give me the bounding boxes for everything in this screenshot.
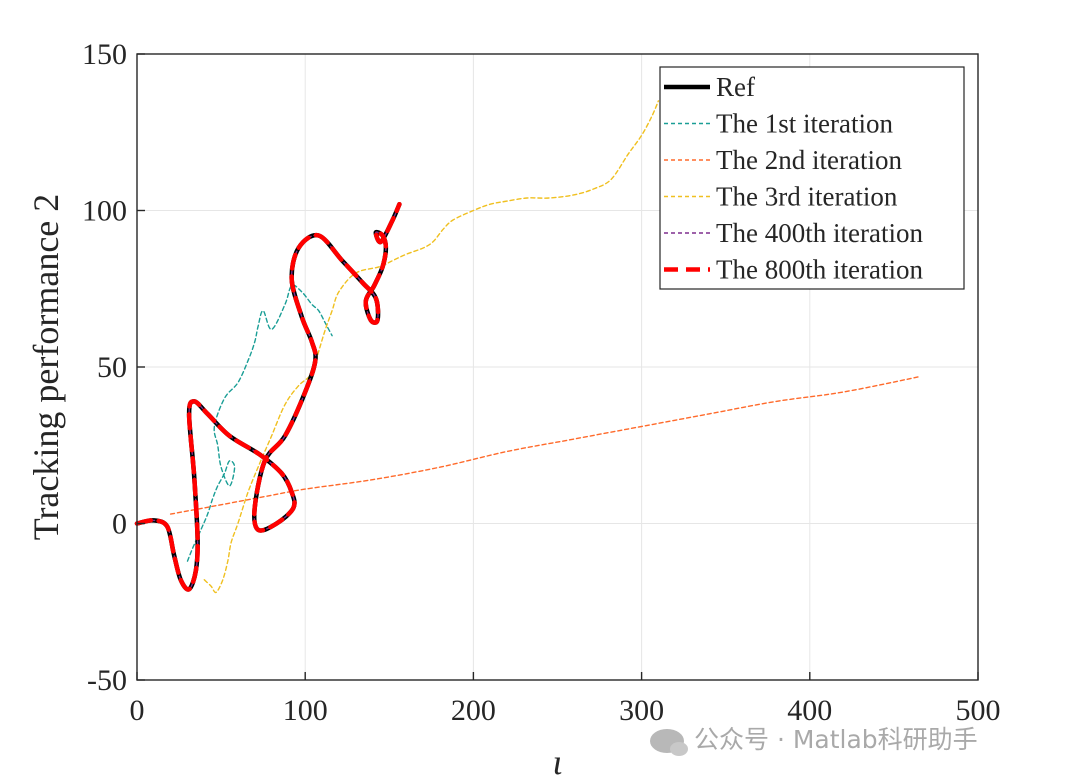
x-tick-label: 100 xyxy=(283,694,328,727)
series-group xyxy=(134,100,922,594)
x-tick-label: 200 xyxy=(451,694,496,727)
y-tick-label: 150 xyxy=(82,38,127,71)
legend-label-0: Ref xyxy=(716,72,755,102)
x-tick-label: 400 xyxy=(787,694,832,727)
y-tick-label: -50 xyxy=(87,664,127,697)
series-line-3 xyxy=(203,100,660,594)
x-tick-label: 0 xyxy=(130,694,145,727)
watermark: 公众号 · Matlab科研助手 xyxy=(650,720,978,756)
y-axis-label: Tracking performance 2 xyxy=(26,194,66,541)
x-tick-label: 300 xyxy=(619,694,664,727)
watermark-text: 公众号 · Matlab科研助手 xyxy=(694,725,978,754)
y-tick-label: 50 xyxy=(97,351,127,384)
x-axis-label: ι xyxy=(552,742,562,780)
wechat-icon xyxy=(650,729,688,756)
legend-label-1: The 1st iteration xyxy=(716,109,893,139)
legend-box xyxy=(659,66,965,290)
legend-label-5: The 800th iteration xyxy=(716,255,923,285)
y-tick-label: 0 xyxy=(112,508,127,541)
series-line-0 xyxy=(134,201,402,592)
legend: Ref The 1st iteration The 2nd iteration The… xyxy=(659,66,965,290)
x-tick-label: 500 xyxy=(956,694,1001,727)
legend-label-2: The 2nd iteration xyxy=(716,145,902,175)
y-tick-label: 100 xyxy=(82,195,127,228)
legend-label-3: The 3rd iteration xyxy=(716,182,898,212)
series-line-5 xyxy=(134,201,402,592)
series-line-4 xyxy=(136,203,401,591)
legend-label-4: The 400th iteration xyxy=(716,218,923,248)
series-line-1 xyxy=(186,284,333,562)
series-line-2 xyxy=(169,375,922,515)
